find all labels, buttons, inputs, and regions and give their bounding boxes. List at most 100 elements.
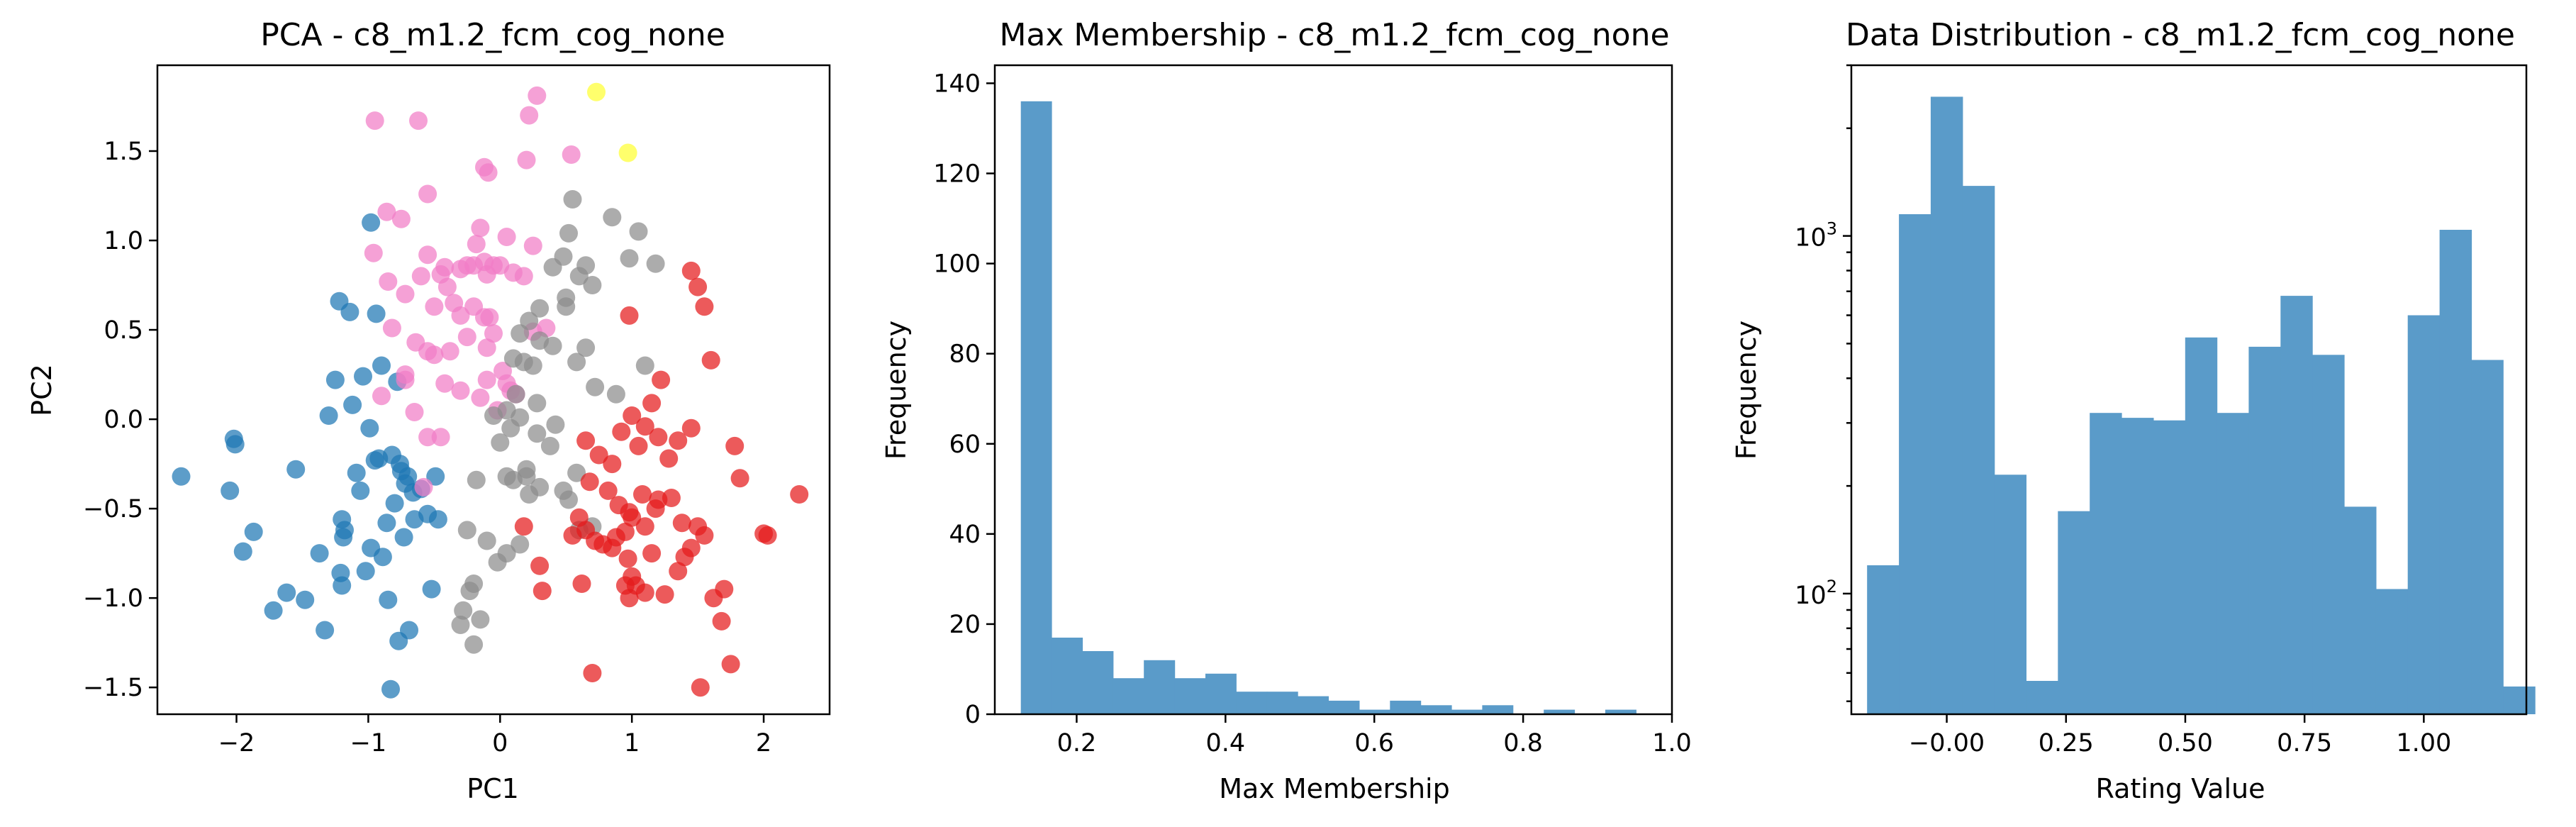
rating-y-axis-label: Frequency — [1731, 321, 1762, 460]
y-tick-label: 100 — [933, 250, 981, 279]
histogram-bar — [2217, 413, 2250, 714]
scatter-point-red — [659, 449, 679, 468]
histogram-bar — [1236, 692, 1268, 714]
histogram-bar — [1205, 673, 1237, 714]
scatter-point-gray — [559, 223, 578, 243]
scatter-point-pink — [411, 267, 430, 286]
histogram-bar — [2058, 511, 2090, 714]
scatter-point-pink — [418, 184, 437, 204]
histogram-bar — [2503, 686, 2536, 714]
scatter-point-blue — [340, 302, 359, 321]
scatter-point-gray — [528, 424, 547, 443]
scatter-point-blue — [347, 463, 366, 482]
scatter-point-gray — [540, 436, 559, 455]
scatter-point-pink — [435, 374, 455, 393]
scatter-point-gray — [511, 535, 530, 554]
scatter-point-blue — [367, 304, 386, 323]
x-tick-label: 1.00 — [2396, 729, 2451, 757]
y-tick-label: 1.0 — [104, 227, 143, 255]
scatter-point-gray — [629, 222, 648, 241]
scatter-point-red — [712, 611, 731, 631]
scatter-point-gray — [530, 299, 550, 318]
scatter-point-blue — [372, 356, 391, 375]
scatter-point-red — [758, 526, 777, 545]
histogram-bar — [1359, 709, 1390, 714]
histogram-bar — [2407, 315, 2441, 714]
y-tick-label: 40 — [949, 521, 981, 549]
histogram-bar — [2026, 681, 2058, 714]
scatter-point-pink — [379, 272, 398, 291]
scatter-point-red — [642, 544, 662, 563]
histogram-bar — [2471, 360, 2504, 714]
scatter-point-yellow — [587, 82, 606, 101]
scatter-point-blue — [381, 679, 400, 699]
histogram-bar — [1266, 692, 1298, 714]
y-tick-label: 120 — [933, 160, 981, 189]
histogram-bar — [2439, 230, 2472, 714]
scatter-point-blue — [385, 494, 404, 513]
scatter-point-pink — [435, 257, 455, 277]
scatter-point-pink — [514, 267, 533, 286]
scatter-point-pink — [382, 318, 401, 338]
y-tick-label: 0.0 — [104, 406, 143, 434]
scatter-point-gray — [484, 406, 503, 425]
scatter-point-pink — [520, 106, 539, 125]
scatter-point-blue — [373, 548, 392, 567]
x-tick-label: 1 — [624, 729, 640, 757]
scatter-point-gray — [464, 635, 484, 654]
histogram-bar — [1867, 565, 1900, 714]
scatter-point-gray — [517, 467, 536, 486]
membership-ticks: 0.2 0.4 0.6 0.8 1.0 0 20 40 60 80 100 120 140 — [933, 70, 1692, 757]
y-tick-label: 0.5 — [104, 316, 143, 345]
scatter-point-blue — [316, 621, 335, 640]
pca-title: PCA - c8_m1.2_fcm_cog_none — [260, 17, 725, 53]
rating-histogram-panel: Data Distribution - c8_m1.2_fcm_cog_none… — [1731, 17, 2536, 804]
y-tick-label: 1.5 — [104, 138, 143, 166]
y-tick-label: −1.5 — [83, 674, 143, 702]
scatter-point-pink — [467, 235, 486, 254]
scatter-point-pink — [517, 150, 536, 170]
scatter-point-pink — [480, 308, 499, 327]
scatter-point-red — [652, 370, 671, 389]
x-tick-label: 0.75 — [2277, 729, 2332, 757]
histogram-bar — [1544, 709, 1576, 714]
histogram-bar — [2090, 413, 2122, 714]
scatter-point-gray — [563, 190, 582, 209]
scatter-point-gray — [528, 394, 547, 413]
scatter-point-pink — [364, 243, 383, 262]
scatter-point-blue — [343, 395, 362, 414]
rating-plot-area — [1867, 96, 2536, 715]
scatter-point-pink — [405, 403, 424, 421]
scatter-point-red — [572, 575, 591, 593]
histogram-bar — [1113, 678, 1144, 714]
scatter-point-gray — [457, 521, 476, 540]
histogram-bar — [1962, 186, 1995, 715]
scatter-point-gray — [451, 616, 470, 634]
histogram-bar — [1020, 101, 1052, 715]
histogram-bar — [1994, 474, 2026, 714]
scatter-point-red — [623, 508, 642, 527]
scatter-point-gray — [635, 356, 654, 375]
histogram-bar — [1605, 709, 1637, 714]
histogram-bar — [1082, 651, 1114, 714]
scatter-point-red — [675, 548, 694, 567]
scatter-point-blue — [351, 481, 370, 500]
scatter-point-blue — [398, 467, 418, 486]
pca-axes-frame — [156, 64, 831, 716]
scatter-point-pink — [440, 342, 459, 361]
scatter-point-blue — [379, 590, 398, 609]
scatter-point-gray — [546, 415, 565, 434]
scatter-point-pink — [372, 387, 391, 406]
scatter-point-pink — [425, 297, 444, 316]
scatter-point-pink — [396, 284, 415, 304]
scatter-point-pink — [528, 86, 547, 105]
membership-axes-frame — [993, 64, 1673, 716]
scatter-point-red — [598, 481, 618, 500]
scatter-point-red — [623, 406, 642, 425]
scatter-point-red — [642, 394, 662, 413]
pca-y-axis-label: PC2 — [26, 364, 57, 416]
y-tick-label: 103 — [1795, 219, 1837, 252]
scatter-point-blue — [360, 418, 379, 438]
y-tick-label: 20 — [949, 611, 981, 639]
